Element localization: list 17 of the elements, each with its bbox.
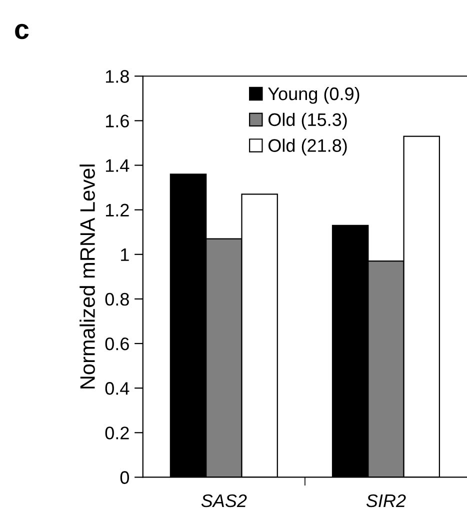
y-tick-label: 1.2	[106, 204, 129, 216]
y-tick-label: 1.8	[106, 70, 129, 83]
legend-label: Old (21.8)	[268, 138, 347, 156]
y-tick-label: 0	[120, 471, 129, 484]
chart-title: c	[15, 24, 29, 40]
y-tick-label: 1.4	[106, 159, 130, 172]
y-tick-label: 1	[121, 248, 129, 261]
y-tick-label: 1.6	[106, 114, 129, 128]
y-tick-label: 0.4	[105, 382, 130, 395]
x-tick-label: SIR2	[366, 494, 406, 508]
y-tick-label: 0.6	[105, 337, 129, 350]
y-tick-label: 0.8	[105, 292, 129, 306]
x-tick-label: SAS2	[201, 494, 247, 508]
y-tick-label: 0.2	[105, 426, 129, 440]
legend-label: Young (0.9)	[268, 86, 360, 104]
y-axis-title: Normalized mRNA Level	[80, 164, 95, 388]
legend-label: Old (15.3)	[268, 112, 347, 130]
